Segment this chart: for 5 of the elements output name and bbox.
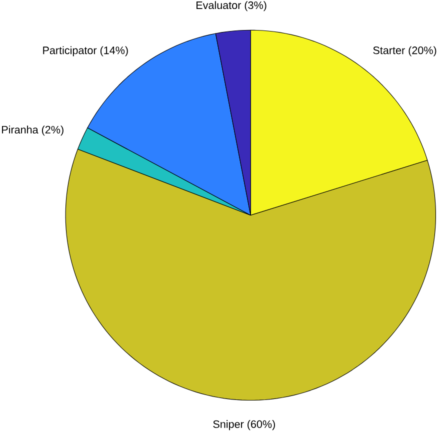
slice-label: Piranha (2%) [2, 125, 64, 136]
slice-label: Participator (14%) [43, 46, 128, 56]
slice-label: Evaluator (3%) [196, 1, 266, 12]
slice-label: Sniper (60%) [213, 420, 275, 430]
slice-label: Starter (20%) [373, 46, 436, 56]
